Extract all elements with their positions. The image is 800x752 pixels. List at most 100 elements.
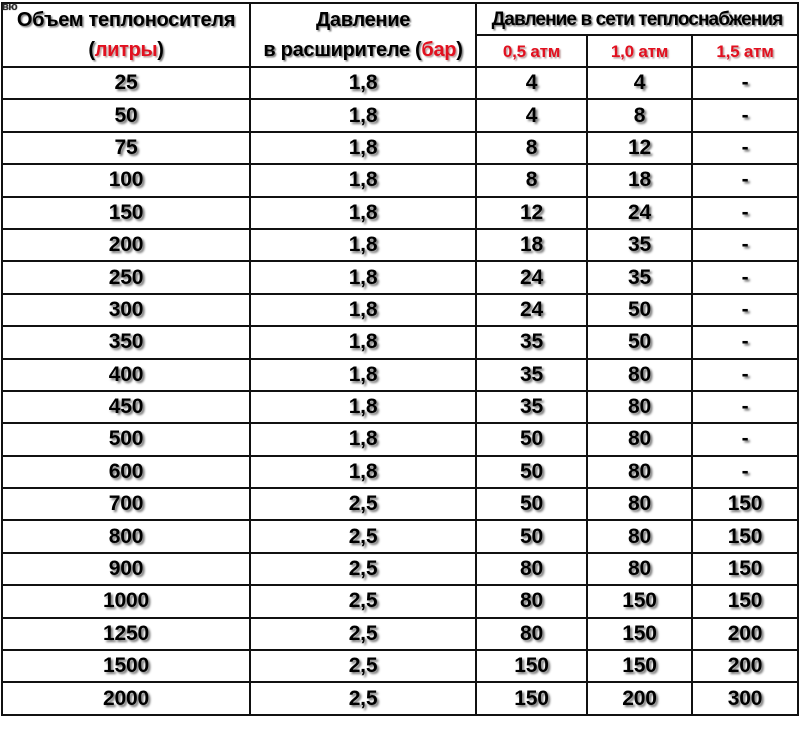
header-network-pressure-label: Давление в сети теплоснабжения — [491, 8, 784, 30]
table-row: 800 2,5 50 80 150 — [1, 519, 799, 554]
expansion-vessel-sizing-table: Объем теплоносителя (литры) Давление в р… — [1, 2, 799, 716]
cell-pressure-15: - — [691, 195, 799, 230]
cell-volume: 150 — [1, 195, 251, 230]
cell-pressure-15: 150 — [691, 487, 799, 522]
cell-expander-pressure: 1,8 — [249, 454, 477, 490]
cell-pressure-15: - — [691, 292, 799, 328]
cell-expander-pressure: 2,5 — [249, 649, 477, 684]
paren-open: ( — [88, 39, 95, 61]
table-row: 1250 2,5 80 150 200 — [1, 616, 799, 652]
cell-pressure-05: 80 — [475, 616, 588, 652]
table-row: 450 1,8 35 80- — [1, 389, 799, 425]
cell-expander-pressure: 2,5 — [249, 487, 477, 522]
cell-expander-pressure: 1,8 — [249, 422, 477, 457]
table-row: 600 1,8 50 80- — [1, 454, 799, 490]
cell-volume: 200 — [1, 227, 251, 263]
cell-pressure-10: 80 — [586, 551, 693, 587]
cell-pressure-10: 50 — [586, 325, 693, 360]
table-body: 25 1,8 4 4-50 1,8 4 8-75 1,8 8 12-100 1,8 8 18-150 1,… — [1, 65, 799, 716]
cell-pressure-10: 200 — [586, 681, 693, 716]
cell-volume: 2000 — [1, 681, 251, 716]
cell-expander-pressure: 1,8 — [249, 65, 477, 101]
cell-expander-pressure: 1,8 — [249, 98, 477, 133]
cell-pressure-15: - — [691, 227, 799, 263]
cell-pressure-15: 200 — [691, 649, 799, 684]
cell-expander-pressure: 2,5 — [249, 551, 477, 587]
table-row: 50 1,8 4 8- — [1, 98, 799, 133]
cell-pressure-05: 18 — [475, 227, 588, 263]
cell-pressure-05: 35 — [475, 389, 588, 425]
cell-pressure-10: 80 — [586, 519, 693, 554]
cell-pressure-15: 150 — [691, 551, 799, 587]
header-expander-title: Давление — [315, 9, 411, 31]
unit-liters: литры — [94, 39, 158, 61]
cell-pressure-05: 80 — [475, 584, 588, 619]
table-row: 200 1,8 18 35- — [1, 227, 799, 263]
cell-pressure-10: 150 — [586, 616, 693, 652]
table-row: 500 1,8 50 80- — [1, 422, 799, 457]
cell-pressure-10: 18 — [586, 163, 693, 198]
cell-pressure-05: 12 — [475, 195, 588, 230]
cell-pressure-15: - — [691, 130, 799, 166]
cell-pressure-15: - — [691, 389, 799, 425]
cell-pressure-05: 50 — [475, 454, 588, 490]
table-row: 1000 2,5 80 150 150 — [1, 584, 799, 619]
cell-pressure-15: - — [691, 260, 799, 295]
cell-pressure-15: 300 — [691, 681, 799, 716]
cell-pressure-05: 35 — [475, 325, 588, 360]
header-expander-prefix: в расширителе — [263, 39, 416, 61]
cell-expander-pressure: 1,8 — [249, 357, 477, 392]
cell-pressure-05: 50 — [475, 487, 588, 522]
cell-volume: 300 — [1, 292, 251, 328]
cell-pressure-05: 150 — [475, 649, 588, 684]
cell-expander-pressure: 1,8 — [249, 292, 477, 328]
cell-pressure-05: 8 — [475, 163, 588, 198]
header-pressure-10-label: 1,0 атм — [610, 41, 669, 61]
cell-pressure-15: - — [691, 98, 799, 133]
unit-bar: бар — [421, 39, 457, 61]
cell-volume: 25 — [1, 65, 251, 101]
table-row: 400 1,8 35 80- — [1, 357, 799, 392]
header-pressure-10: 1,0 атм — [586, 34, 693, 68]
cell-volume: 350 — [1, 325, 251, 360]
table-row: 350 1,8 35 50- — [1, 325, 799, 360]
table-header: Объем теплоносителя (литры) Давление в р… — [1, 2, 799, 68]
header-pressure-15-label: 1,5 атм — [716, 41, 774, 61]
header-pressure-05-label: 0,5 атм — [502, 41, 561, 61]
cell-expander-pressure: 1,8 — [249, 325, 477, 360]
cell-pressure-05: 35 — [475, 357, 588, 392]
header-volume: Объем теплоносителя (литры) — [1, 2, 251, 68]
cell-volume: 100 — [1, 163, 251, 198]
header-volume-title: Объем теплоносителя — [16, 9, 236, 31]
header-volume-unit: (литры) — [3, 35, 249, 65]
cell-pressure-10: 24 — [586, 195, 693, 230]
table-row: 2000 2,5 150 200 300 — [1, 681, 799, 716]
cell-pressure-10: 12 — [586, 130, 693, 166]
watermark-artifact: вю — [2, 1, 18, 13]
table-row: 900 2,5 80 80 150 — [1, 551, 799, 587]
cell-pressure-05: 150 — [475, 681, 588, 716]
cell-pressure-10: 80 — [586, 487, 693, 522]
cell-pressure-10: 150 — [586, 649, 693, 684]
cell-pressure-10: 80 — [586, 357, 693, 392]
table-row: 250 1,8 24 35- — [1, 260, 799, 295]
cell-pressure-10: 150 — [586, 584, 693, 619]
cell-expander-pressure: 2,5 — [249, 616, 477, 652]
table-row: 75 1,8 8 12- — [1, 130, 799, 166]
paren-open: ( — [415, 39, 422, 61]
cell-volume: 800 — [1, 519, 251, 554]
cell-expander-pressure: 1,8 — [249, 227, 477, 263]
cell-pressure-10: 8 — [586, 98, 693, 133]
cell-expander-pressure: 2,5 — [249, 681, 477, 716]
cell-volume: 1500 — [1, 649, 251, 684]
table-row: 300 1,8 24 50- — [1, 292, 799, 328]
cell-expander-pressure: 1,8 — [249, 163, 477, 198]
cell-volume: 400 — [1, 357, 251, 392]
paren-close: ) — [157, 39, 164, 61]
cell-pressure-15: 200 — [691, 616, 799, 652]
cell-pressure-15: - — [691, 65, 799, 101]
cell-expander-pressure: 2,5 — [249, 584, 477, 619]
cell-pressure-05: 4 — [475, 98, 588, 133]
cell-pressure-10: 35 — [586, 260, 693, 295]
table-row: 150 1,8 12 24- — [1, 195, 799, 230]
